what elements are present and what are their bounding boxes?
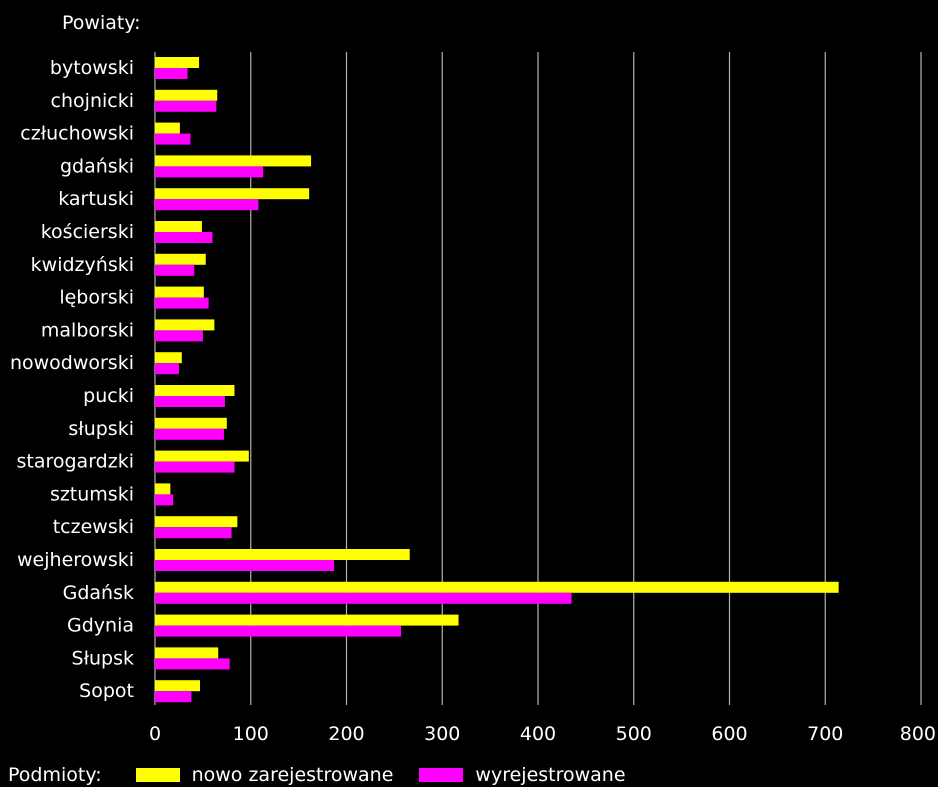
category-label: nowodworski — [10, 352, 134, 374]
bar-removed — [155, 232, 213, 243]
x-tick-label: 400 — [520, 723, 556, 745]
bar-removed — [155, 133, 191, 145]
bar-removed — [155, 363, 179, 375]
bar-removed — [155, 199, 259, 211]
category-label: chojnicki — [51, 90, 134, 112]
x-tick-label: 300 — [424, 723, 460, 745]
bar-new — [155, 57, 200, 68]
bar-removed — [155, 494, 174, 506]
category-label: wejherowski — [17, 549, 134, 571]
category-label: gdański — [60, 155, 134, 177]
bar-new — [155, 155, 312, 167]
x-tick-label: 700 — [807, 723, 843, 745]
x-tick-labels: 0 100 200 300 400 500 600 700 800 — [149, 723, 936, 745]
x-tick-label: 200 — [328, 723, 364, 745]
bar-new — [155, 253, 206, 265]
bar-new — [155, 417, 227, 429]
bar-new — [155, 614, 459, 626]
bar-new — [155, 188, 310, 200]
legend-swatch-new — [135, 768, 180, 782]
bar-removed — [155, 691, 192, 703]
bar-new — [155, 89, 218, 101]
bars — [155, 57, 839, 703]
bar-new — [155, 647, 219, 659]
bar-removed — [155, 625, 402, 637]
grid-lines — [154, 52, 922, 705]
bar-new — [155, 221, 202, 232]
x-tick-label: 0 — [149, 723, 161, 745]
category-label: Gdynia — [67, 615, 134, 637]
legend-item-new: nowo zarejestrowane — [135, 764, 394, 786]
category-label: słupski — [68, 418, 134, 440]
bar-removed — [155, 68, 188, 79]
category-labels: bytowski chojnicki człuchowski gdański kartu… — [10, 57, 134, 702]
category-label: malborski — [41, 319, 134, 341]
bar-removed — [155, 560, 335, 571]
x-tick-label: 800 — [900, 723, 936, 745]
bar-new — [155, 549, 410, 560]
category-label: Sopot — [79, 680, 134, 702]
bar-removed — [155, 592, 572, 604]
bar-new — [155, 450, 249, 462]
bar-chart: bytowski chojnicki człuchowski gdański kartu… — [10, 52, 936, 745]
y-axis-title: Powiaty: — [62, 12, 141, 34]
bar-new — [155, 385, 235, 396]
bar-new — [155, 352, 182, 364]
legend-item-removed: wyrejestrowane — [419, 764, 626, 786]
bar-new — [155, 319, 215, 331]
category-label: pucki — [83, 385, 134, 407]
category-label: Gdańsk — [63, 582, 134, 604]
category-label: kwidzyński — [31, 254, 134, 276]
bar-removed — [155, 330, 203, 342]
category-label: kościerski — [41, 221, 134, 243]
x-tick-label: 100 — [233, 723, 269, 745]
bar-removed — [155, 100, 217, 112]
category-label: starogardzki — [16, 451, 134, 473]
category-label: człuchowski — [20, 123, 134, 145]
bar-new — [155, 581, 839, 593]
bar-removed — [155, 428, 224, 440]
legend-label-new: nowo zarejestrowane — [191, 764, 394, 786]
bar-removed — [155, 658, 230, 670]
category-label: tczewski — [53, 516, 134, 538]
bar-removed — [155, 297, 209, 309]
category-label: kartuski — [58, 188, 134, 210]
bar-new — [155, 680, 201, 692]
category-label: lęborski — [59, 287, 134, 309]
bar-new — [155, 483, 171, 495]
category-label: Słupsk — [72, 647, 134, 669]
bar-new — [155, 516, 238, 528]
legend-swatch-removed — [419, 768, 464, 782]
bar-removed — [155, 396, 225, 407]
bar-removed — [155, 527, 232, 539]
bar-removed — [155, 461, 235, 473]
category-label: sztumski — [50, 483, 134, 505]
legend-label-removed: wyrejestrowane — [475, 764, 626, 786]
legend-title: Podmioty: — [8, 764, 102, 786]
bar-new — [155, 122, 180, 134]
bar-removed — [155, 166, 264, 178]
bar-new — [155, 286, 204, 298]
bar-removed — [155, 264, 195, 276]
x-tick-label: 500 — [616, 723, 652, 745]
x-tick-label: 600 — [711, 723, 747, 745]
category-label: bytowski — [50, 57, 134, 79]
legend: Podmioty: nowo zarejestrowane wyrejestro… — [8, 764, 652, 786]
